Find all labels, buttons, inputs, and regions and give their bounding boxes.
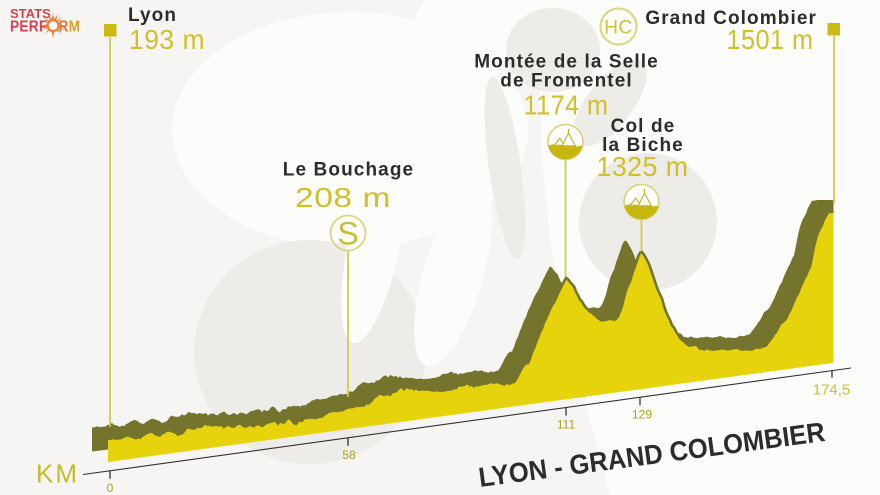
svg-text:Le Bouchage: Le Bouchage bbox=[283, 160, 414, 181]
svg-text:STATS: STATS bbox=[10, 6, 51, 21]
svg-text:1501 m: 1501 m bbox=[727, 24, 814, 55]
svg-text:1174 m: 1174 m bbox=[524, 90, 609, 121]
svg-text:58: 58 bbox=[342, 448, 356, 462]
svg-text:111: 111 bbox=[557, 418, 576, 432]
svg-text:Grand Colombier: Grand Colombier bbox=[645, 8, 817, 29]
svg-text:129: 129 bbox=[632, 408, 652, 422]
svg-text:Lyon: Lyon bbox=[128, 5, 177, 26]
svg-text:208 m: 208 m bbox=[295, 182, 391, 213]
svg-text:KM: KM bbox=[36, 459, 79, 489]
svg-text:Col de: Col de bbox=[611, 116, 676, 137]
svg-text:Montée de la Selle: Montée de la Selle bbox=[474, 52, 659, 73]
svg-text:PERFORM: PERFORM bbox=[10, 19, 80, 36]
svg-text:174,5: 174,5 bbox=[813, 382, 851, 399]
svg-text:1325 m: 1325 m bbox=[597, 151, 689, 182]
svg-text:193 m: 193 m bbox=[129, 24, 205, 55]
svg-text:la Biche: la Biche bbox=[602, 135, 684, 156]
svg-text:de Fromentel: de Fromentel bbox=[500, 71, 633, 92]
svg-text:0: 0 bbox=[107, 481, 114, 495]
svg-text:HC: HC bbox=[604, 18, 632, 39]
svg-text:S: S bbox=[337, 216, 358, 252]
